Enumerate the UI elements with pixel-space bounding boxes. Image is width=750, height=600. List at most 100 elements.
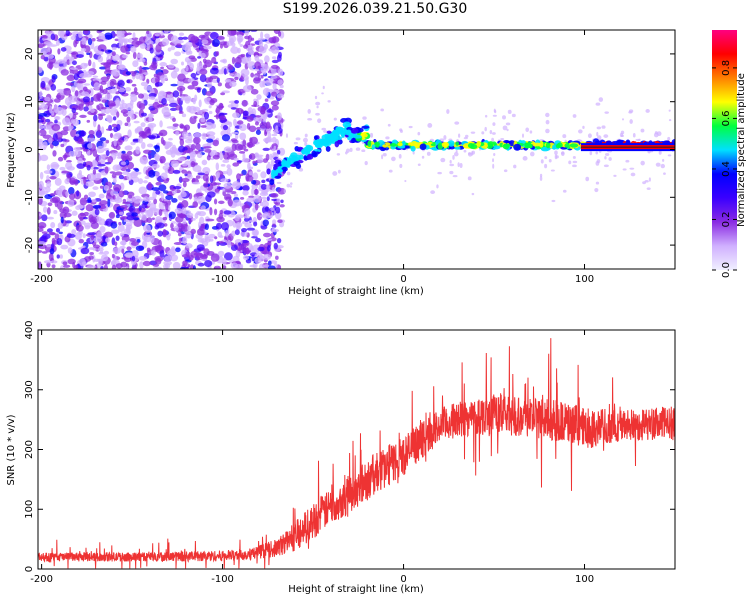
spectrogram-cell [297,146,303,151]
spectrogram-cell [80,247,90,255]
spectrogram-cell [190,35,199,44]
spectrogram-cell [105,237,110,243]
spectrogram-cell [260,108,266,115]
spectrogram-cell [114,33,118,37]
spectrogram-cell [142,180,148,184]
spectrogram-cell [259,40,264,48]
spectrogram-cell [481,131,485,135]
spectrogram-cell [471,192,475,196]
spectrogram-cell [147,134,157,139]
spectrogram-cell [129,71,138,74]
spectrogram-cell [178,237,182,243]
spectrogram-cell [94,208,100,216]
spectrogram-cell [141,67,150,70]
spectrogram-cell [596,131,599,137]
spectrogram-cell [104,231,114,238]
spectrogram-cell [107,86,116,89]
spectrogram-cell [667,154,672,157]
spectrogram-cell [449,159,452,164]
spectrogram-cell [86,265,96,269]
spectrogram-cell [98,114,104,121]
spectrogram-cell [53,210,58,215]
spectrogram-cell [371,144,376,150]
spectrogram-cell [159,75,168,82]
spectrogram-cell [187,85,195,90]
spectrogram-cell [230,242,235,247]
spectrogram-cell [181,187,185,194]
spectrogram-cell [202,146,212,149]
spectrogram-cell [206,191,216,198]
spectrogram-cell [191,181,201,185]
spectrogram-cell [100,242,108,247]
spectrogram-cell [79,114,87,118]
spectrogram-cell [120,161,127,166]
spectrogram-cell [162,165,170,171]
spectrogram-cell [275,255,279,260]
spectrogram-cell [668,109,671,112]
spectrogram-cell [147,113,154,119]
spectrogram-cell [311,150,317,157]
spectrogram-cell [240,197,245,200]
spectrogram-cell [265,88,269,97]
spectrogram-cell [60,216,64,224]
spectrogram-cell [93,236,103,243]
spectrogram-cell [180,61,185,66]
spectrogram-cell [572,114,577,118]
spectrogram-cell [186,212,194,219]
spectrogram-cell [131,259,137,266]
spectrogram-cell [471,151,474,156]
spectrogram-cell [196,87,201,93]
spectrogram-cell [205,218,215,222]
spectrogram-cell [151,217,155,220]
colorbar-label: Normalized spectral amplitude [736,73,747,227]
spectrogram-cell [293,141,298,145]
spectrogram-cell [492,145,501,150]
spectrogram-cell [454,146,461,150]
spectrogram-cell [111,253,115,259]
spectrogram-cell [332,129,340,134]
spectrogram-cell [281,160,288,166]
spectrogram-cell [120,109,129,114]
spectrogram-cell [511,113,516,118]
spectrogram-cell [196,152,203,159]
spectrogram-cell [92,247,97,251]
spectrogram-cell [163,30,169,34]
spectrogram-cell [153,145,160,150]
spectrogram-cell [589,151,593,156]
spectrogram-cell [176,43,182,47]
spectrogram-cell [73,147,81,151]
spectrogram-cell [216,241,220,247]
spectrogram-cell [80,91,90,96]
spectrogram-cell [131,83,137,87]
spectrogram-cell [131,212,138,217]
spectrogram-cell [215,162,220,171]
spectrogram-cell [225,196,232,200]
spectrogram-cell [50,260,58,264]
spectrogram-cell [263,254,272,261]
spectrogram-cell [114,197,123,204]
spectrogram-cell [231,230,236,237]
spectrogram-cell [555,143,562,149]
spectrogram-cell [103,250,110,255]
spectrogram-cell [63,212,72,218]
spectrogram-cell [640,160,645,166]
spectrogram-cell [129,93,136,97]
spectrogram-cell [248,219,254,223]
spectrogram-cell [100,81,107,85]
spectrogram-cell [273,129,279,135]
spectrogram-cell [443,135,447,140]
spectrogram-cell [108,88,117,94]
spectrogram-cell [667,136,671,141]
spectrogram-cell [454,151,459,157]
spectrogram-cell [229,73,235,76]
spectrogram-cell [127,129,132,138]
spectrogram-cell [143,85,152,91]
snr-x-axis-label: Height of straight line (km) [288,584,424,595]
spectrogram-cell [337,169,341,174]
spectrogram-cell [253,221,258,227]
spectrogram-cell [112,195,116,200]
spectrogram-cell [141,142,146,149]
spectrogram-cell [51,196,61,203]
spectrogram-cell [182,163,188,167]
spectrogram-cell [596,159,601,164]
